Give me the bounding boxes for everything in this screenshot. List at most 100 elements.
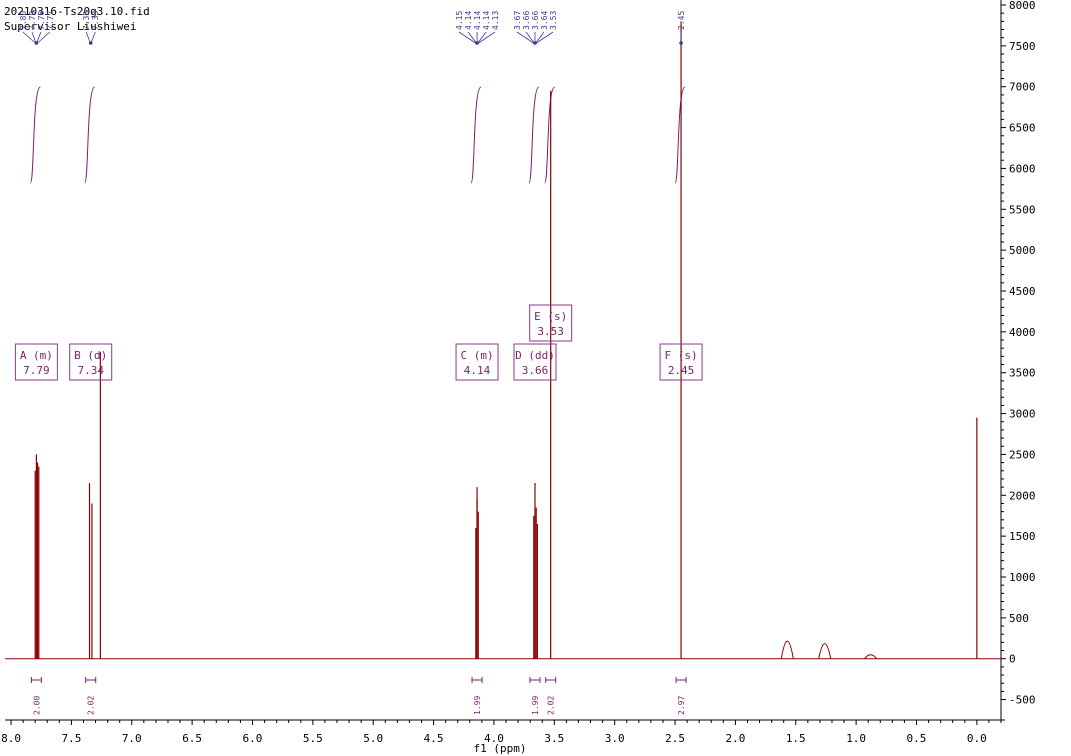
integral-curves [29,86,686,184]
y-tick-label: 4000 [1009,326,1036,339]
y-tick-label: 3500 [1009,367,1036,380]
x-tick-label: 4.5 [424,732,444,745]
peak-label-node [34,41,39,45]
multiplet-boxes: A (m) 7.79 B (d) 7.34 C (m) 4.14 D (dd) 3.66 E (… [14,304,703,381]
peak-shift-label: 3.67 [513,11,522,30]
peak-shift-label: 4.14 [482,11,491,30]
multiplet-label: A (m) [20,349,53,362]
multiplet-shift: 7.79 [23,364,50,377]
integral-value-label: 2.02 [547,696,556,715]
integral-curve [470,86,482,184]
y-tick-label: 1500 [1009,530,1036,543]
peak-labels: 7.80 7.79 7.78 7.77 7.35 7.33 4.15 4.14 4.14 4.14… [19,11,686,45]
y-tick-label: 5000 [1009,244,1036,257]
multiplet-box [513,343,557,381]
peak-label-node [533,41,537,45]
y-tick-label: 4500 [1009,285,1036,298]
integral-values: 2.00 2.02 1.99 1.99 2.02 2.97 [30,677,687,715]
peak-label-leader [534,31,554,45]
peak-shift-label: 7.77 [46,11,55,30]
spectrum-trace [5,21,1001,660]
multiplet-label: F (s) [665,349,698,362]
integral-curve [84,86,96,184]
supervisor-label: Supervisor Liushiwei [4,20,136,33]
x-tick-label: 3.5 [544,732,564,745]
peak-shift-label: 2.45 [677,11,686,30]
x-tick-label: 5.0 [363,732,383,745]
y-tick-label: 3000 [1009,408,1036,421]
peak-shift-label: 4.13 [491,11,500,30]
multiplet-box [455,343,499,381]
peak-shift-label: 4.14 [473,11,482,30]
y-tick-label: 2000 [1009,489,1036,502]
integral-value-label: 2.97 [677,696,686,715]
peak-label-node [679,41,683,45]
x-tick-label: 7.0 [122,732,142,745]
peak-label-leader [22,31,37,45]
peak-label-leader [36,31,51,45]
x-tick-label: 1.5 [786,732,806,745]
peak-shift-label: 3.66 [531,11,540,30]
peak-shift-label: 4.14 [464,11,473,30]
y-tick-label: 0 [1009,653,1016,666]
integral-value-label: 1.99 [531,696,540,715]
peak-label-node [475,41,479,45]
spectrum-peak [780,640,794,659]
peak-shift-label: 7.79 [28,11,37,30]
multiplet-box [529,304,573,342]
integral-curve [674,86,686,184]
multiplet-label: D (dd) [515,349,555,362]
file-name-label: 20210316-Ts20g3.10.fid [4,5,150,18]
x-tick-label: 8.0 [1,732,21,745]
multiplet-shift: 3.66 [522,364,549,377]
x-axis-label: f1 (ppm) [474,742,527,755]
peak-shift-label: 3.53 [549,11,558,30]
integral-value-label: 2.02 [87,696,96,715]
y-tick-label: 500 [1009,612,1029,625]
peak-shift-label: 7.78 [37,11,46,30]
peak-label-leader [525,31,536,45]
multiplet-shift: 7.34 [77,364,104,377]
x-tick-label: 1.0 [846,732,866,745]
y-tick-label: 6500 [1009,122,1036,135]
x-tick-label: 6.5 [182,732,202,745]
x-tick-label: 7.5 [61,732,81,745]
peak-label-leader [476,31,487,45]
y-tick-label: 2500 [1009,448,1036,461]
peak-shift-label: 3.64 [540,11,549,30]
multiplet-label: B (d) [74,349,107,362]
x-tick-label: 4.0 [484,732,504,745]
integral-value-label: 1.99 [473,696,482,715]
x-tick-label: 6.0 [243,732,263,745]
peak-shift-label: 7.80 [19,11,28,30]
y-tick-label: 8000 [1009,0,1036,12]
x-tick-label: 0.0 [967,732,987,745]
x-tick-label: 2.0 [725,732,745,745]
peak-label-leader [516,31,536,45]
y-tick-label: 5500 [1009,203,1036,216]
x-tick-label: 3.0 [605,732,625,745]
spectrum-peak [818,643,832,659]
multiplet-label: E (s) [534,310,567,323]
y-tick-label: -500 [1009,694,1036,707]
x-tick-label: 5.5 [303,732,323,745]
y-tick-label: 7500 [1009,40,1036,53]
multiplet-label: C (m) [460,349,493,362]
peak-shift-label: 7.33 [91,11,100,30]
integral-value-label: 2.00 [32,696,41,715]
y-tick-label: 6000 [1009,162,1036,175]
multiplet-box [14,343,58,381]
integral-curve [528,86,540,184]
axes: 8.0 7.5 7.0 6.5 6.0 5.5 5.0 4.5 4.0 3.5 3.0 2.5 2.0 1… [1,0,1036,745]
peak-shift-label: 7.35 [82,11,91,30]
spectrum-header: 20210316-Ts20g3.10.fid Supervisor Liushi… [4,5,150,33]
spectrum-peak [864,654,878,660]
peak-label-leader [467,31,478,45]
y-tick-label: 1000 [1009,571,1036,584]
multiplet-box [659,343,703,381]
multiplet-shift: 3.53 [537,325,564,338]
peak-label-leader [476,31,496,45]
x-tick-label: 2.5 [665,732,685,745]
multiplet-shift: 2.45 [668,364,695,377]
